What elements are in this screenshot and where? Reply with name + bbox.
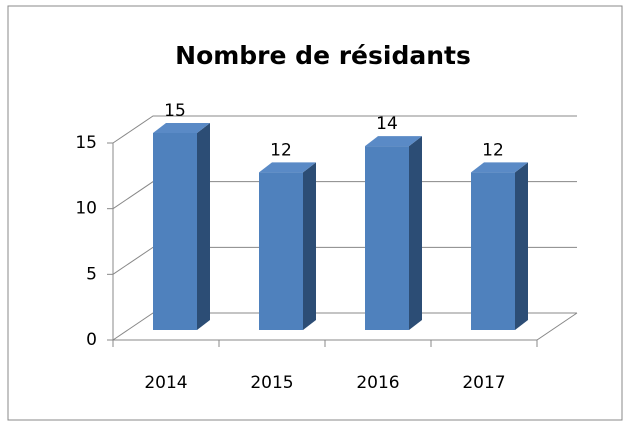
grid-line: [112, 115, 577, 144]
data-label: 12: [482, 140, 504, 160]
bar-front: [365, 146, 409, 330]
x-tick-label: 2015: [250, 373, 293, 393]
bar: [153, 123, 210, 330]
data-label: 15: [164, 101, 186, 121]
bar-side: [197, 123, 210, 330]
bar-front: [153, 133, 197, 330]
x-tick-label: 2014: [144, 373, 187, 393]
bar-side: [303, 162, 316, 330]
x-tick-label: 2017: [462, 373, 505, 393]
bar: [365, 136, 422, 330]
y-tick-label: 5: [86, 264, 97, 284]
y-tick-label: 0: [86, 330, 97, 350]
bar-top: [365, 136, 422, 147]
data-label: 14: [376, 114, 398, 134]
y-tick-label: 15: [75, 133, 97, 153]
data-label: 12: [270, 140, 292, 160]
bar-top: [471, 162, 528, 173]
bar-top: [153, 123, 210, 133]
chart-title: Nombre de résidants: [175, 41, 471, 70]
bar: [259, 162, 316, 330]
bar-top: [259, 162, 316, 173]
bar: [471, 162, 528, 330]
x-tick-label: 2016: [356, 373, 399, 393]
bar-front: [471, 172, 515, 330]
bar-front: [259, 172, 303, 330]
bar-side: [409, 136, 422, 330]
bar-side: [515, 162, 528, 330]
y-tick-label: 10: [75, 199, 97, 219]
